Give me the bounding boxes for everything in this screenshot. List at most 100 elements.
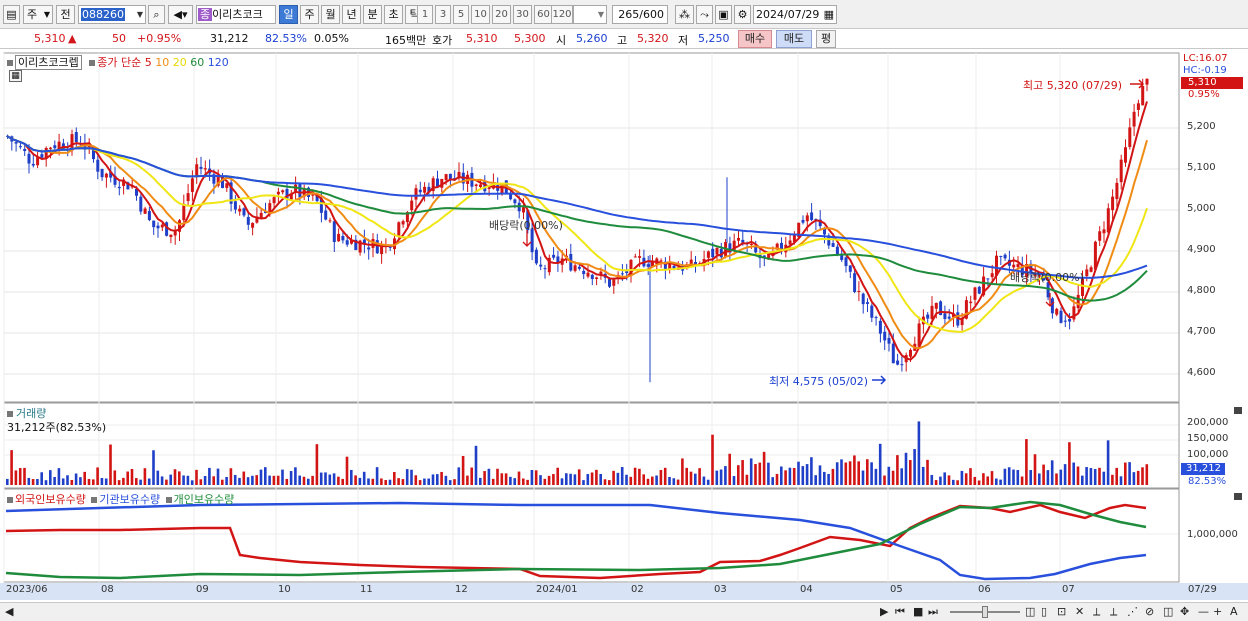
candle-body <box>513 199 517 204</box>
gear-icon[interactable]: ⚙ <box>734 5 751 24</box>
pan-icon[interactable]: ✥ <box>1180 605 1190 618</box>
trendline-icon[interactable]: ⋰ <box>1127 605 1138 618</box>
price-panel-title[interactable]: 이리츠코크렙 <box>15 55 82 70</box>
average-button[interactable]: 평 <box>816 30 836 48</box>
hc-value: HC:-0.19 <box>1183 65 1227 76</box>
period-day-tab[interactable]: 일 <box>279 5 298 24</box>
interval-3[interactable]: 3 <box>435 5 451 24</box>
candle-body <box>844 257 848 267</box>
text-size-icon[interactable]: A <box>1230 605 1238 618</box>
interval-30[interactable]: 30 <box>513 5 532 24</box>
volume-bar <box>1106 440 1110 485</box>
scroll-right-icon[interactable]: ▶ <box>880 605 889 618</box>
chart-tools-icon[interactable]: ⤳ <box>696 5 713 24</box>
custom-interval-select[interactable]: ▼ <box>573 5 607 24</box>
draw-tool-icon[interactable]: ◫ <box>1025 605 1036 618</box>
volume-panel-close-icon[interactable] <box>1234 407 1242 414</box>
dividend-label: 배당락(0.00%) <box>1010 271 1084 284</box>
scroll-end-icon[interactable]: ⏭ <box>928 605 938 618</box>
market-select[interactable]: 주 ▼ <box>23 5 53 24</box>
volume-bar <box>737 465 740 485</box>
ma60-label[interactable]: 60 <box>190 56 205 69</box>
period-month-tab[interactable]: 월 <box>321 5 340 24</box>
candle-body <box>139 196 143 212</box>
institution-holdings-label[interactable]: 기관보유수량 <box>99 493 161 506</box>
ma5-label[interactable]: 5 <box>144 56 152 69</box>
volume-bar <box>444 475 448 485</box>
period-week-tab[interactable]: 주 <box>300 5 319 24</box>
date-field[interactable]: 2024/07/29 ▦ <box>753 5 837 24</box>
ma-label[interactable]: 종가 단순 <box>97 56 142 69</box>
crosshair-icon[interactable]: ✕ <box>1075 605 1085 618</box>
save-icon[interactable]: ▣ <box>715 5 732 24</box>
buy-button[interactable]: 매수 <box>738 30 772 48</box>
zoom-in-icon[interactable]: + <box>1213 605 1223 618</box>
volume-bar <box>203 476 207 485</box>
period-second-tab[interactable]: 초 <box>384 5 403 24</box>
candle-body <box>225 183 229 188</box>
date-value: 2024/07/29 <box>756 8 820 21</box>
scroll-start-icon[interactable]: ⏮ <box>895 605 905 618</box>
draw-tool-icon[interactable]: ⟂ <box>1093 605 1101 618</box>
draw-tool-icon[interactable]: ◫ <box>1163 605 1174 618</box>
interval-20[interactable]: 20 <box>492 5 511 24</box>
draw-tool-icon[interactable]: ▯ <box>1041 605 1048 618</box>
volume-bar <box>242 471 246 485</box>
chart-settings-icon[interactable]: ⁂ <box>675 5 694 24</box>
speaker-icon[interactable]: ◀▾ <box>168 5 193 24</box>
individual-holdings-label[interactable]: 개인보유수량 <box>173 493 235 506</box>
volume-bar <box>40 472 43 485</box>
volume-bar <box>728 453 731 485</box>
interval-120[interactable]: 120 <box>551 5 573 24</box>
volume-bar <box>754 464 757 485</box>
candle-body <box>332 221 336 243</box>
quote-info-row: 5,310 ▲ 50 +0.95% 31,212 82.53% 0.05% 16… <box>0 29 1248 49</box>
stock-name: 이리츠코크 <box>212 8 263 21</box>
volume-bar <box>483 471 486 485</box>
volume-bar <box>982 473 985 485</box>
scroll-bar[interactable]: ◀ ▶ ⏮ ■ ⏭ ◫ ▯ ⊡ ✕ ⟂ ⟂ ⋰ ⊘ ◫ ✥ — + A <box>0 602 1248 621</box>
candle-body <box>672 265 676 269</box>
scroll-left-icon[interactable]: ◀ <box>5 605 14 618</box>
interval-5[interactable]: 5 <box>453 5 469 24</box>
stock-name-field[interactable]: 종 이리츠코크 <box>196 5 276 24</box>
volume-bar <box>1016 470 1020 485</box>
volume-bar <box>388 479 392 485</box>
current-price: 5,310 <box>34 32 66 45</box>
candle-body <box>233 201 237 210</box>
volume-bar <box>276 475 280 485</box>
volume-panel-title[interactable]: 거래량 <box>7 405 46 421</box>
volume-bar <box>1038 473 1041 485</box>
zoom-slider-handle[interactable] <box>982 606 988 618</box>
chart-area[interactable]: 이리츠코크렙 종가 단순 5 10 20 60 120 ▦ LC:16.07 H… <box>0 50 1248 602</box>
price-panel-legend: 이리츠코크렙 종가 단순 5 10 20 60 120 <box>7 54 229 70</box>
ma120-label[interactable]: 120 <box>207 56 229 69</box>
zoom-out-icon[interactable]: — <box>1198 605 1209 618</box>
volume-bar <box>354 475 357 485</box>
data-count-field[interactable]: 265/600 <box>612 5 668 24</box>
stop-icon[interactable]: ■ <box>913 605 924 618</box>
draw-tool-icon[interactable]: ⊘ <box>1145 605 1155 618</box>
interval-1[interactable]: 1 <box>417 5 433 24</box>
ma20-label[interactable]: 20 <box>172 56 187 69</box>
sell-button[interactable]: 매도 <box>776 30 812 48</box>
holdings-panel-close-icon[interactable] <box>1234 493 1242 500</box>
period-minute-tab[interactable]: 분 <box>363 5 382 24</box>
candle-body <box>487 187 491 189</box>
period-year-tab[interactable]: 년 <box>342 5 361 24</box>
chart-canvas[interactable] <box>0 50 1248 602</box>
search-icon[interactable]: ⌕ <box>148 5 165 24</box>
prev-stock-button[interactable]: 전 <box>56 5 75 24</box>
last-volume-percent: 82.53% <box>1188 476 1227 487</box>
interval-10[interactable]: 10 <box>471 5 490 24</box>
draw-tool-icon[interactable]: ⟂ <box>1110 605 1118 618</box>
draw-tool-icon[interactable]: ⊡ <box>1057 605 1067 618</box>
candle-body <box>1072 306 1076 320</box>
stock-code-input[interactable]: 088260 ▼ <box>78 5 146 24</box>
window-menu-icon[interactable]: ▤ <box>3 5 20 24</box>
candle-body <box>590 274 594 280</box>
ma10-label[interactable]: 10 <box>155 56 170 69</box>
foreign-holdings-label[interactable]: 외국인보유수량 <box>15 493 86 506</box>
calculator-icon[interactable]: ▦ <box>9 70 22 82</box>
candle-body <box>917 323 921 347</box>
